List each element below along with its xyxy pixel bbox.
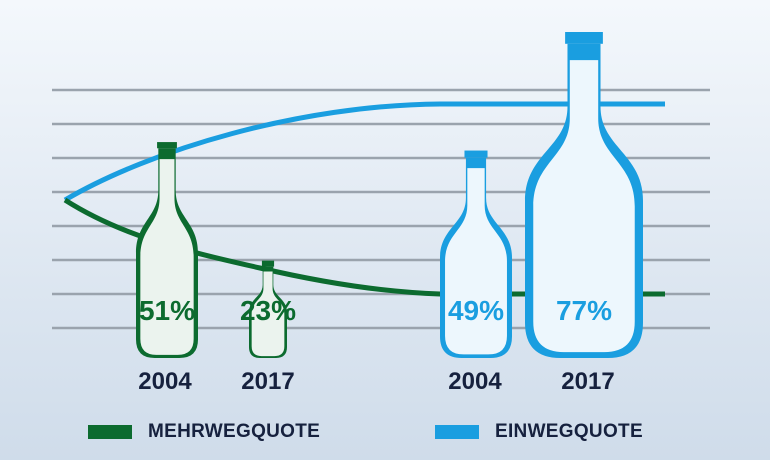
year-label-mehrweg-2017: 2017 (241, 368, 295, 395)
bottle-inner-einweg-2004 (445, 168, 507, 355)
bottle-cap-einweg-2004 (464, 150, 488, 158)
year-label-mehrweg-2004: 2004 (138, 368, 192, 395)
bottle-inner-mehrweg-2004 (140, 159, 194, 355)
data-label-mehrweg-2017: 23% (239, 295, 297, 326)
legend-mehrweg: MEHRWEGQUOTE (88, 420, 320, 444)
trend-line-mehrweg (63, 197, 665, 297)
trend-lines (63, 101, 665, 297)
year-label-einweg-2017: 2017 (561, 368, 615, 395)
bottle-cap-mehrweg-2017 (261, 260, 275, 267)
legend-label-mehrweg: MEHRWEGQUOTE (148, 421, 321, 442)
bottle-inner-einweg-2017 (533, 60, 635, 353)
bottle-bars (136, 32, 643, 359)
legend-label-einweg: EINWEGQUOTE (495, 421, 643, 442)
legend-einweg: EINWEGQUOTE (435, 420, 643, 444)
year-label-einweg-2004: 2004 (448, 368, 502, 395)
bottle-cap-mehrweg-2004 (157, 142, 177, 149)
legend-swatch-mehrweg (88, 425, 132, 439)
trend-line-einweg (63, 101, 665, 203)
bottle-inner-mehrweg-2017 (251, 271, 285, 357)
data-label-einweg-2004: 49% (447, 295, 505, 326)
legend-swatch-einweg (435, 425, 479, 439)
data-label-mehrweg-2004: 51% (138, 295, 196, 326)
bottle-cap-einweg-2017 (565, 32, 603, 44)
data-label-einweg-2017: 77% (555, 295, 613, 326)
